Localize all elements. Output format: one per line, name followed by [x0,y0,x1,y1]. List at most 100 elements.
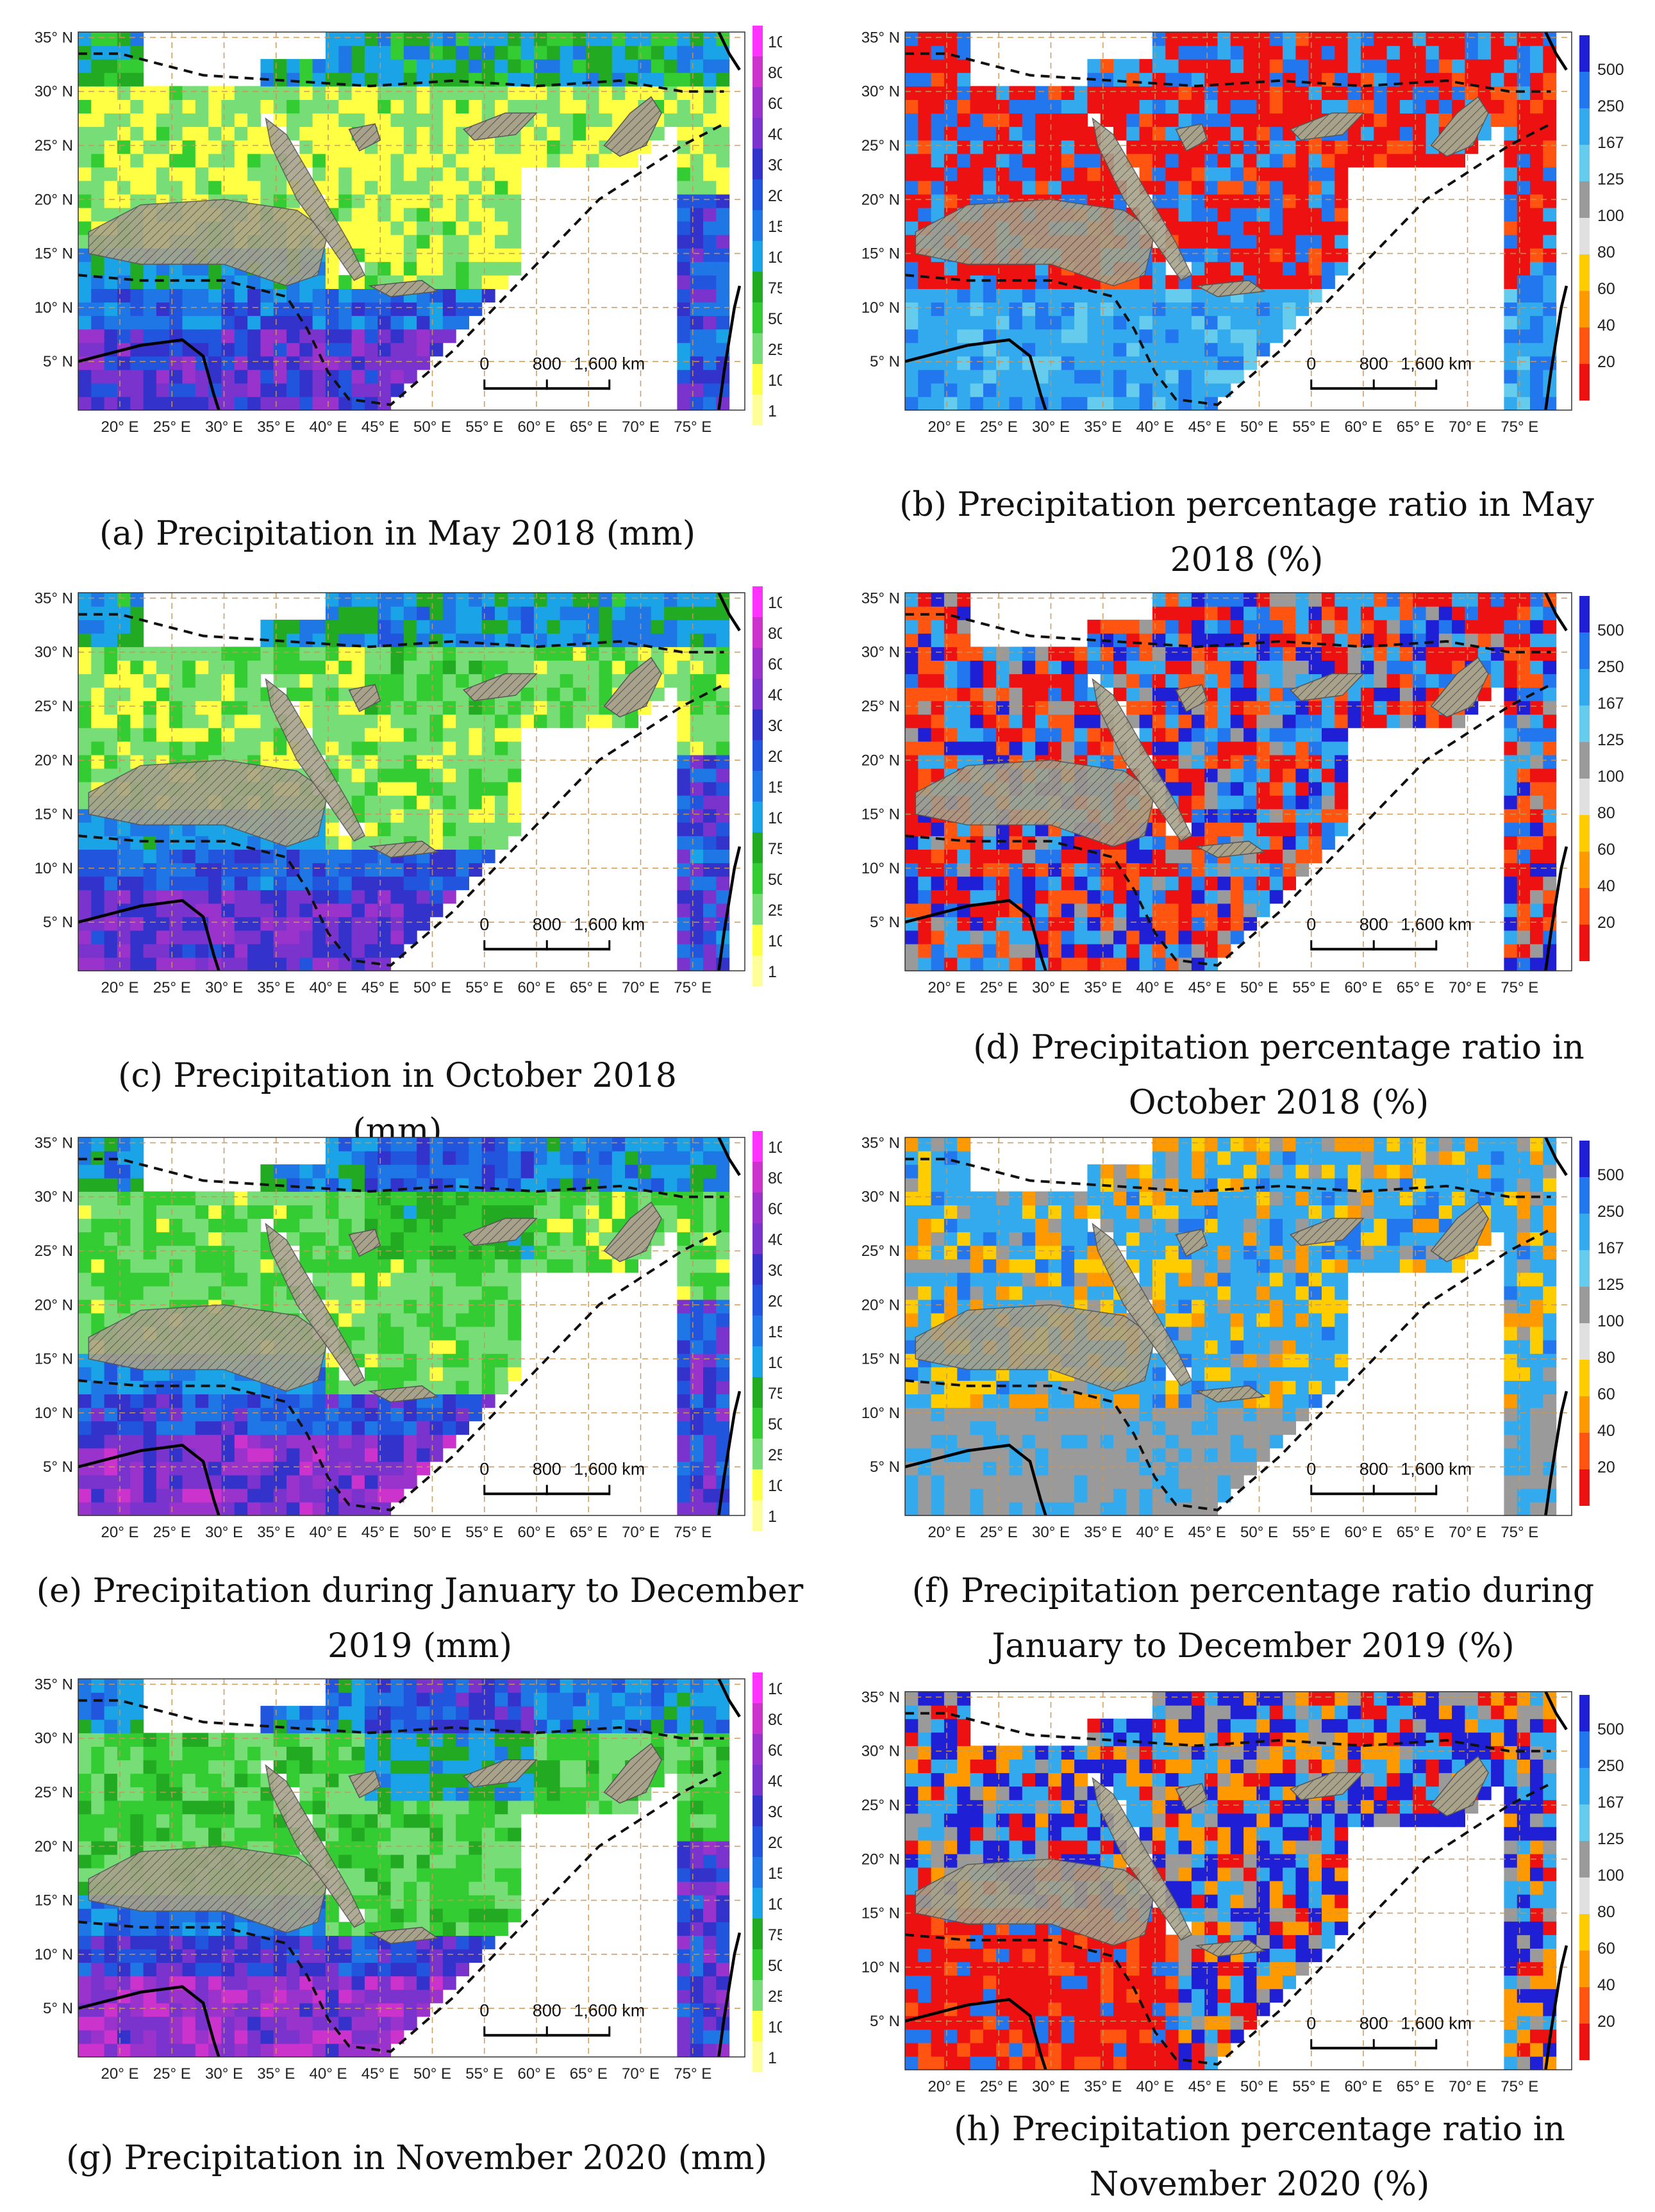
lat-tick-label: 20° N [861,1296,900,1314]
legend-label: 50 [768,871,782,889]
legend-label: 50 [768,1416,782,1433]
legend-swatch [1579,181,1590,218]
legend-swatch [1579,1469,1590,1506]
legend-label: 200 [768,1292,782,1310]
lat-tick-label: 5° N [43,353,73,370]
legend-swatch [1579,1768,1590,1804]
scale-bar-label: 800 [533,914,561,934]
legend-label: 1000 [768,1680,782,1698]
legend-swatch [753,87,763,118]
lon-tick-label: 70° E [622,2065,660,2083]
lon-tick-label: 40° E [310,2065,347,2083]
caption-d: (d) Precipitation percentage ratio in Oc… [917,1020,1641,1130]
legend-label: 60 [1597,1940,1615,1958]
legend-swatch [753,1765,763,1795]
legend-label: 50 [768,1957,782,1975]
lon-tick-label: 55° E [465,1524,503,1541]
lon-tick-label: 75° E [1501,1524,1538,1541]
legend-swatch [753,1826,763,1857]
legend-label: 1000 [768,594,782,612]
lat-tick-label: 10° N [861,1405,900,1422]
caption-b: (b) Precipitation percentage ratio in Ma… [852,477,1641,588]
legend-swatch [1579,706,1590,742]
legend-label: 300 [768,1803,782,1821]
lat-tick-label: 25° N [35,698,73,715]
legend-label: 25 [768,341,782,359]
legend-label: 500 [1597,61,1624,79]
legend-label: 250 [1597,1203,1624,1221]
lon-tick-label: 30° E [205,2065,243,2083]
legend-swatch [1579,108,1590,145]
lat-tick-label: 15° N [861,806,900,823]
scale-bar-label: 800 [533,2001,561,2020]
legend-swatch [1579,1695,1590,1731]
legend-swatch [753,709,763,740]
legend-label: 400 [768,1772,782,1790]
legend-swatch [753,241,763,272]
legend-label: 150 [768,1865,782,1883]
lon-tick-label: 20° E [101,2065,139,2083]
lon-tick-label: 60° E [1345,2078,1383,2095]
legend-swatch [753,771,763,802]
legend-label: 1000 [768,1139,782,1157]
lon-tick-label: 50° E [1240,2078,1278,2095]
lon-tick-label: 70° E [1449,2078,1486,2095]
lon-tick-label: 40° E [1136,979,1174,996]
legend-label: 167 [1597,1794,1624,1812]
legend-label: 40 [1597,1976,1615,1994]
lon-tick-label: 65° E [1397,1524,1435,1541]
lat-tick-label: 30° N [35,644,73,661]
lon-tick-label: 75° E [1501,2078,1538,2095]
lon-tick-label: 40° E [1136,418,1174,436]
legend-label: 10 [768,2018,782,2036]
legend-label: 167 [1597,1239,1624,1257]
lat-tick-label: 35° N [861,590,900,607]
legend-swatch [1579,1396,1590,1433]
legend-swatch [753,1949,763,1980]
scale-bar-label: 0 [1306,354,1316,373]
lat-tick-label: 15° N [861,1905,900,1922]
legend-swatch [1579,742,1590,779]
lat-tick-label: 35° N [861,1688,900,1706]
legend-label: 20 [1597,2013,1615,2031]
scale-bar-label: 800 [1360,354,1388,373]
lon-tick-label: 55° E [1292,418,1330,436]
lat-tick-label: 25° N [861,1242,900,1260]
legend-swatch [753,863,763,894]
lat-tick-label: 10° N [35,860,73,877]
legend-swatch [1579,1914,1590,1951]
lat-tick-label: 5° N [43,1458,73,1476]
legend-swatch [1579,1287,1590,1323]
legend-label: 500 [1597,622,1624,640]
legend-swatch [753,832,763,863]
legend-label: 20 [1597,353,1615,371]
legend-label: 125 [1597,170,1624,188]
lon-tick-label: 25° E [980,418,1018,436]
lat-tick-label: 15° N [35,1351,73,1368]
legend-label: 20 [1597,914,1615,932]
legend-swatch [1579,1177,1590,1214]
legend-swatch [753,802,763,832]
lon-tick-label: 65° E [1397,418,1435,436]
legend-swatch [753,1919,763,1949]
lon-tick-label: 70° E [1449,418,1486,436]
legend-label: 100 [768,809,782,827]
lat-tick-label: 5° N [870,1458,900,1476]
legend-label: 600 [768,656,782,673]
lon-tick-label: 40° E [1136,1524,1174,1541]
caption-a: (a) Precipitation in May 2018 (mm) [90,506,705,561]
legend-swatch [1579,35,1590,72]
lat-tick-label: 10° N [35,299,73,317]
legend-label: 1 [768,2049,777,2067]
lon-tick-label: 40° E [310,418,347,436]
legend-label: 150 [768,779,782,796]
legend-label: 600 [768,95,782,113]
lat-tick-label: 30° N [861,644,900,661]
